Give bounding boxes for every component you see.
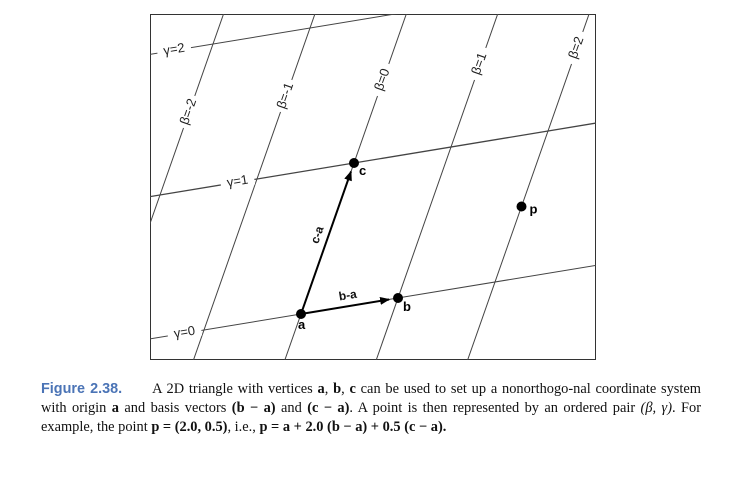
caption-origin-a: a [111, 400, 119, 416]
caption-text-4: and [275, 400, 308, 416]
figure-caption: Figure 2.38. A 2D triangle with vertices … [41, 380, 701, 437]
vector-arrow [300, 296, 391, 315]
caption-basis-vector-2: (c − a) [307, 400, 350, 416]
caption-text-6: . For example, the point [41, 400, 701, 435]
svg-text:β=-2: β=-2 [176, 96, 199, 126]
gamma-line-label: γ=2 [155, 38, 192, 59]
point-label: c [359, 163, 366, 178]
caption-vertex-c: c [349, 381, 356, 397]
vector-label: b-a [338, 287, 358, 304]
beta-line [467, 14, 590, 360]
point-marker [393, 293, 403, 303]
beta-line [192, 14, 316, 360]
caption-vertex-a: a [317, 381, 325, 397]
caption-comma-2: , [341, 381, 350, 397]
beta-line [150, 14, 225, 226]
gamma-line-label: γ=1 [219, 170, 256, 190]
vector-label: c-a [308, 224, 327, 245]
beta-line-label: β=-1 [272, 76, 297, 114]
caption-text-3: and basis vectors [119, 400, 232, 416]
figure-number: Figure 2.38. [41, 381, 123, 397]
caption-vertex-b: b [333, 381, 342, 397]
point-marker [296, 309, 306, 319]
point-label: a [298, 317, 306, 332]
caption-text-2: can be used to set up a nonorthogo-nal c… [41, 381, 701, 416]
caption-text-7: , i.e., [227, 419, 260, 435]
vector-arrow [300, 170, 352, 315]
caption-ordered-pair: (β, γ) [640, 400, 672, 416]
beta-line-label: β=1 [466, 44, 491, 82]
beta-line-label: β=2 [563, 28, 588, 66]
beta-line [375, 14, 499, 360]
svg-text:β=1: β=1 [468, 50, 490, 76]
caption-text-5: . A point is then represented by an orde… [349, 400, 641, 416]
caption-comma-1: , [324, 381, 334, 397]
coordinate-system-figure: β=-2 β=-1 β=0 β=1 β=2 γ=0 γ=1 γ=2 b-a c-a a b c p [150, 14, 596, 360]
gamma-line-label: γ=0 [166, 321, 203, 341]
svg-text:c-a: c-a [308, 224, 327, 245]
caption-point-p-definition: p = (2.0, 0.5) [151, 419, 228, 435]
svg-text:γ=1: γ=1 [226, 172, 249, 190]
point-marker [516, 201, 527, 212]
nonorthogonal-grid-diagram: β=-2 β=-1 β=0 β=1 β=2 γ=0 γ=1 γ=2 b-a c-a a b c p [150, 14, 596, 360]
caption-text-1: A 2D triangle with vertices [152, 381, 318, 397]
gamma-line [150, 14, 398, 55]
point-label: b [403, 299, 411, 314]
svg-text:b-a: b-a [338, 287, 358, 304]
beta-line-label: β=0 [369, 60, 394, 98]
gamma-line [150, 264, 596, 340]
svg-text:γ=2: γ=2 [162, 40, 185, 58]
figure-frame [150, 14, 596, 360]
point-label: p [530, 202, 538, 217]
svg-text:β=0: β=0 [371, 66, 393, 92]
svg-text:γ=0: γ=0 [173, 323, 196, 341]
svg-text:β=2: β=2 [565, 34, 587, 60]
svg-text:β=-1: β=-1 [273, 80, 296, 110]
gamma-line [150, 122, 596, 198]
beta-line-label: β=-2 [175, 92, 200, 130]
point-marker [349, 158, 359, 168]
caption-basis-vector-1: (b − a) [231, 400, 276, 416]
caption-point-p-expression: p = a + 2.0 (b − a) + 0.5 (c − a). [259, 419, 447, 435]
